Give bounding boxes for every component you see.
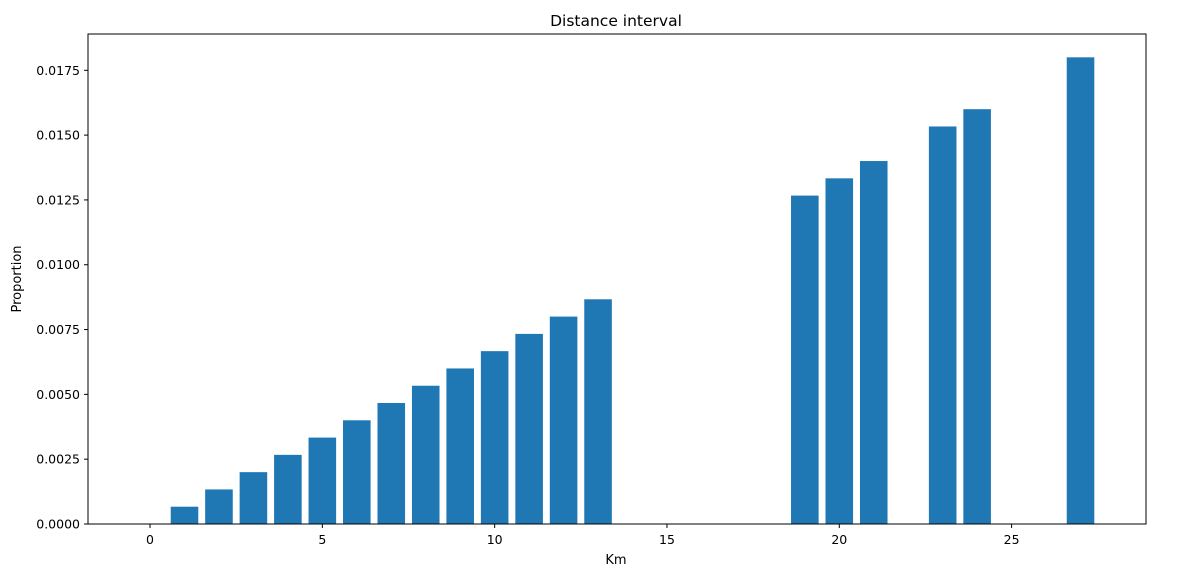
- y-tick-label: 0.0150: [36, 128, 80, 143]
- y-tick-label: 0.0175: [36, 63, 80, 78]
- y-tick-label: 0.0000: [36, 517, 80, 532]
- bar: [343, 420, 371, 524]
- plot-frame: [87, 33, 1147, 525]
- x-tick-label: 0: [146, 532, 154, 547]
- bar: [170, 506, 199, 524]
- bar: [928, 126, 957, 524]
- bar: [274, 454, 302, 524]
- y-tick-label: 0.0025: [36, 452, 80, 467]
- y-tick-label: 0.0100: [36, 257, 80, 272]
- x-tick-label: 15: [659, 532, 675, 547]
- x-axis: 0 5 10 15 20 25: [146, 524, 1020, 547]
- bar: [239, 472, 268, 524]
- x-tick-label: 20: [831, 532, 847, 547]
- bar: [480, 351, 509, 524]
- bar: [859, 161, 888, 524]
- bar: [549, 316, 578, 524]
- bars-group: [170, 57, 1095, 525]
- y-axis-label: Proportion: [10, 245, 25, 312]
- bar: [515, 333, 543, 524]
- bar: [377, 403, 406, 524]
- bar: [825, 178, 854, 524]
- y-tick-label: 0.0125: [36, 192, 80, 207]
- y-tick-label: 0.0050: [36, 387, 80, 402]
- x-axis-label: Km: [605, 553, 626, 568]
- bar: [1066, 57, 1095, 524]
- y-axis: 0.0000 0.0025 0.0050 0.0075 0.0100 0.0125 0.01…: [36, 63, 88, 532]
- bar: [963, 109, 991, 525]
- bar: [308, 437, 337, 524]
- bar: [584, 299, 612, 524]
- bar: [411, 385, 440, 524]
- bar: [205, 489, 233, 524]
- chart-title: Distance interval: [550, 12, 682, 30]
- x-tick-label: 25: [1004, 532, 1020, 547]
- x-tick-label: 5: [318, 532, 326, 547]
- bar: [791, 195, 819, 524]
- bar: [446, 368, 474, 524]
- x-tick-label: 10: [487, 532, 503, 547]
- y-tick-label: 0.0075: [36, 322, 80, 337]
